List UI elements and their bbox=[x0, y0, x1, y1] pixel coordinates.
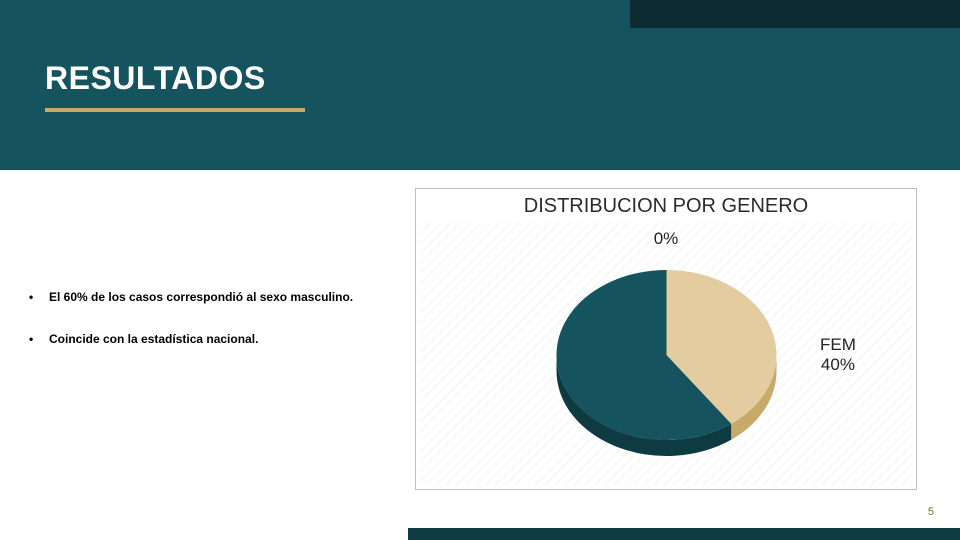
bottom-strip bbox=[408, 528, 960, 540]
bullet-list: • El 60% de los casos correspondió al se… bbox=[25, 290, 405, 374]
chart-panel: DISTRIBUCION POR GENERO 0% MASC 60% FEM … bbox=[415, 188, 917, 490]
chart-label-fem-value: 40% bbox=[820, 355, 856, 375]
list-item: • Coincide con la estadística nacional. bbox=[25, 332, 405, 346]
chart-label-fem-name: FEM bbox=[820, 335, 856, 355]
chart-label-fem: FEM 40% bbox=[820, 335, 856, 374]
pie-svg bbox=[554, 247, 779, 487]
bullet-text: El 60% de los casos correspondió al sexo… bbox=[49, 290, 353, 304]
pie-chart bbox=[554, 247, 779, 472]
bullet-text: Coincide con la estadística nacional. bbox=[49, 332, 258, 346]
title-underline bbox=[45, 108, 305, 112]
bullet-dot-icon: • bbox=[25, 332, 49, 346]
list-item: • El 60% de los casos correspondió al se… bbox=[25, 290, 405, 304]
corner-accent bbox=[630, 0, 960, 28]
bullet-dot-icon: • bbox=[25, 290, 49, 304]
chart-title: DISTRIBUCION POR GENERO bbox=[416, 195, 916, 218]
page-title: RESULTADOS bbox=[45, 60, 266, 97]
chart-zero-label: 0% bbox=[416, 229, 916, 249]
page-number: 5 bbox=[928, 506, 934, 518]
